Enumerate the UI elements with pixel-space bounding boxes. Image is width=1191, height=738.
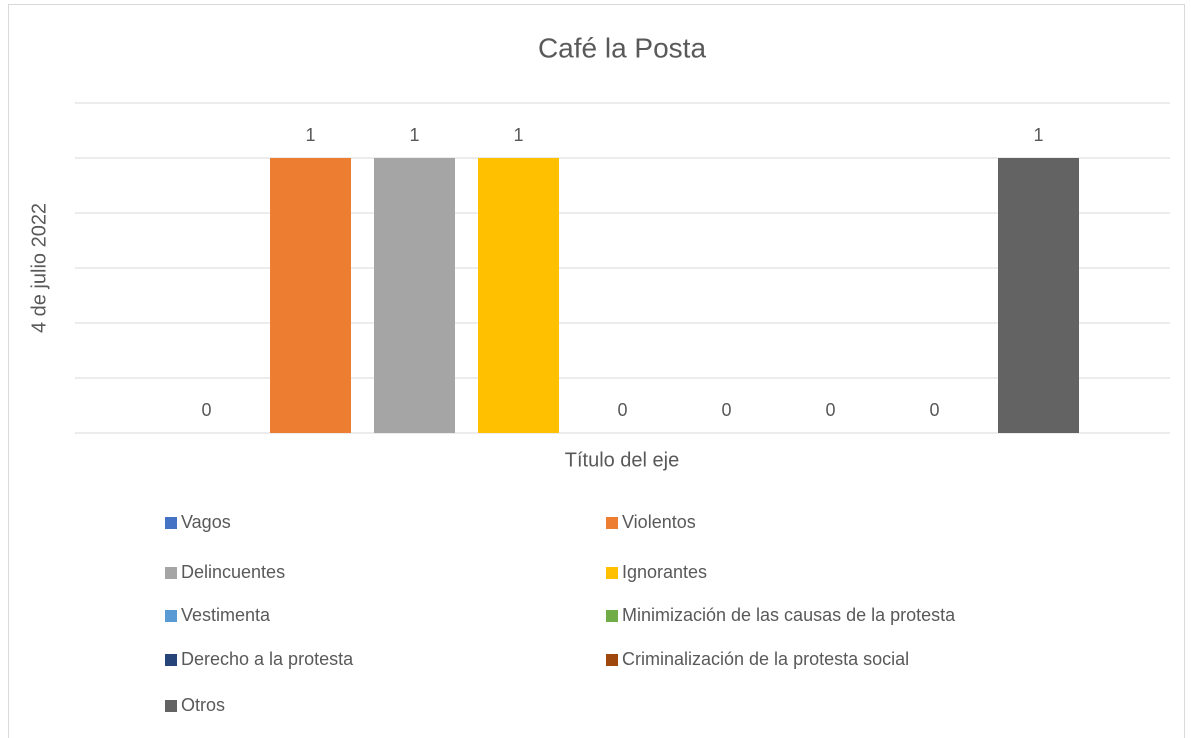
chart-border — [8, 4, 1185, 738]
data-label: 0 — [929, 400, 939, 420]
legend-swatch — [606, 517, 618, 529]
legend-label: Derecho a la protesta — [181, 649, 354, 669]
legend-swatch — [606, 654, 618, 666]
bar — [270, 158, 351, 433]
legend-swatch — [165, 700, 177, 712]
legend-swatch — [165, 654, 177, 666]
data-label: 0 — [721, 400, 731, 420]
legend-label: Vestimenta — [181, 605, 271, 625]
bar — [998, 158, 1079, 433]
y-axis-title: 4 de julio 2022 — [28, 203, 50, 333]
data-label: 0 — [825, 400, 835, 420]
bar — [478, 158, 559, 433]
legend-swatch — [165, 610, 177, 622]
data-label: 0 — [201, 400, 211, 420]
legend-swatch — [606, 610, 618, 622]
legend-label: Violentos — [622, 512, 696, 532]
legend-label: Minimización de las causas de la protest… — [622, 605, 956, 625]
x-axis-title: Título del eje — [565, 449, 680, 471]
legend-label: Criminalización de la protesta social — [622, 649, 909, 669]
data-label: 1 — [1033, 125, 1043, 145]
legend-swatch — [606, 567, 618, 579]
legend-label: Vagos — [181, 512, 231, 532]
data-label: 0 — [617, 400, 627, 420]
legend-swatch — [165, 567, 177, 579]
legend-label: Ignorantes — [622, 562, 707, 582]
data-label: 1 — [409, 125, 419, 145]
chart-title: Café la Posta — [538, 32, 707, 63]
data-label: 1 — [305, 125, 315, 145]
legend-label: Otros — [181, 695, 225, 715]
legend-label: Delincuentes — [181, 562, 285, 582]
legend-swatch — [165, 517, 177, 529]
data-label: 1 — [513, 125, 523, 145]
bar — [374, 158, 455, 433]
